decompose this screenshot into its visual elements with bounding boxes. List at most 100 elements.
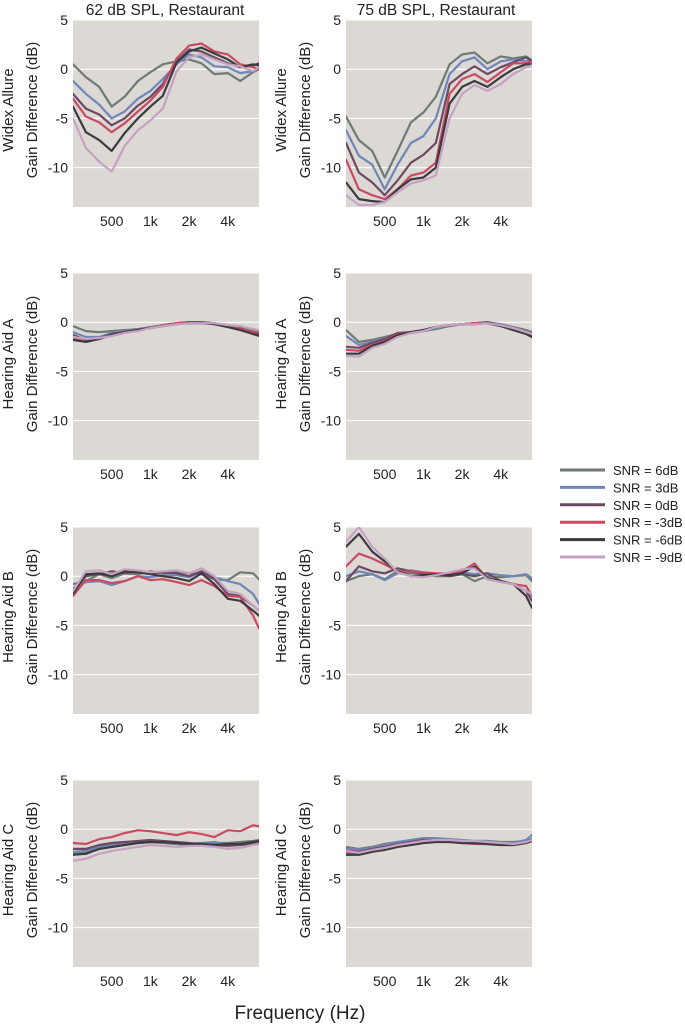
- y-tick-label: 0: [333, 314, 341, 330]
- x-tick-label: 2k: [182, 213, 198, 229]
- series-line--6db: [73, 839, 259, 856]
- x-tick-label: 2k: [182, 720, 198, 736]
- series-line--6db: [73, 570, 259, 617]
- legend-label: SNR = -6dB: [613, 533, 683, 548]
- panel-hearing-aid-c-75db: 5 0 -5 -10 500 1k 2k 4k: [321, 772, 532, 989]
- series-lines: [346, 527, 532, 609]
- y-tick-label: 5: [60, 772, 68, 788]
- x-tick-label: 1k: [143, 720, 159, 736]
- y-tick-label: 5: [333, 519, 341, 535]
- x-tick-label: 2k: [455, 720, 471, 736]
- column-titles: 62 dB SPL, Restaurant 75 dB SPL, Restaur…: [86, 2, 516, 19]
- series-line--9db: [346, 527, 532, 596]
- x-tick-label: 2k: [182, 973, 198, 989]
- series-line--3db: [346, 60, 532, 201]
- x-tick-label: 500: [373, 213, 397, 229]
- x-tick-label: 1k: [416, 213, 432, 229]
- row-label-device: Widex Allure: [0, 68, 17, 151]
- plot-area: [346, 20, 532, 207]
- row-label-aid-b: Hearing Aid B Gain Difference (dB): [0, 549, 41, 685]
- row-label-device: Hearing Aid A: [273, 319, 290, 410]
- plot-area: [346, 273, 532, 460]
- legend-label: SNR = 3dB: [613, 480, 678, 495]
- row-label-unit: Gain Difference (dB): [297, 296, 314, 432]
- y-tick-label: -10: [48, 667, 68, 683]
- x-tick-label: 2k: [182, 466, 198, 482]
- x-tick-label: 1k: [416, 720, 432, 736]
- series-line--6db: [73, 46, 259, 152]
- y-tick-label: 5: [333, 12, 341, 28]
- series-line-6db: [346, 51, 532, 179]
- row-label-device: Hearing Aid B: [0, 571, 17, 663]
- series-line--9db: [346, 64, 532, 207]
- row-label-unit: Gain Difference (dB): [297, 802, 314, 938]
- x-tick-label: 1k: [143, 973, 159, 989]
- x-tick-label: 500: [373, 973, 397, 989]
- series-line--3db: [73, 824, 259, 846]
- legend: SNR = 6dB SNR = 3dB SNR = 0dB SNR = -3dB SNR…: [560, 463, 683, 565]
- series-lines: [73, 567, 259, 630]
- x-tick-label: 4k: [220, 720, 236, 736]
- x-tick-label: 4k: [220, 973, 236, 989]
- legend-item: SNR = 6dB: [560, 463, 678, 478]
- row-label-device: Widex Allure: [273, 68, 290, 151]
- y-tick-label: -10: [321, 920, 341, 936]
- legend-label: SNR = 6dB: [613, 463, 678, 478]
- row-label-widex-right: Widex Allure Gain Difference (dB): [273, 42, 314, 178]
- x-tick-label: 500: [100, 213, 124, 229]
- y-tick-label: 0: [60, 821, 68, 837]
- y-tick-label: 0: [333, 568, 341, 584]
- plot-area: [346, 780, 532, 967]
- y-tick-label: 0: [333, 61, 341, 77]
- y-tick-label: 5: [333, 265, 341, 281]
- y-tick-label: 0: [333, 821, 341, 837]
- series-line-0db: [346, 56, 532, 197]
- y-tick-label: -5: [56, 363, 69, 379]
- y-tick-label: -5: [329, 870, 342, 886]
- column-title-1: 62 dB SPL, Restaurant: [86, 2, 245, 19]
- series-lines: [346, 51, 532, 207]
- panel-hearing-aid-b-62db: 5 0 -5 -10 500 1k 2k 4k: [48, 519, 259, 736]
- row-label-aid-b-right: Hearing Aid B Gain Difference (dB): [273, 549, 314, 685]
- panel-hearing-aid-b-75db: 5 0 -5 -10 500 1k 2k 4k: [321, 519, 532, 736]
- row-label-device: Hearing Aid B: [273, 571, 290, 663]
- x-tick-label: 4k: [493, 973, 509, 989]
- x-tick-label: 4k: [493, 720, 509, 736]
- x-tick-label: 4k: [493, 466, 509, 482]
- x-tick-label: 4k: [220, 466, 236, 482]
- row-label-widex: Widex Allure Gain Difference (dB): [0, 42, 41, 178]
- x-axis-label: Frequency (Hz): [235, 1003, 366, 1024]
- x-tick-label: 1k: [416, 466, 432, 482]
- row-label-aid-a: Hearing Aid A Gain Difference (dB): [0, 296, 41, 432]
- y-tick-label: 5: [60, 12, 68, 28]
- series-line--9db: [346, 838, 532, 854]
- y-tick-label: 5: [60, 519, 68, 535]
- row-label-unit: Gain Difference (dB): [24, 802, 41, 938]
- series-line--3db: [73, 42, 259, 134]
- series-line-3db: [346, 56, 532, 191]
- y-tick-label: -10: [48, 413, 68, 429]
- panel-widex-allure-62db: 5 0 -5 -10 500 1k 2k 4k: [48, 12, 259, 229]
- series-lines: [73, 824, 259, 862]
- panel-hearing-aid-c-62db: 5 0 -5 -10 500 1k 2k 4k: [48, 772, 259, 989]
- y-tick-label: 0: [60, 61, 68, 77]
- series-lines: [73, 321, 259, 343]
- y-tick-label: -5: [56, 870, 69, 886]
- legend-label: SNR = -9dB: [613, 550, 683, 565]
- y-tick-label: 5: [333, 772, 341, 788]
- series-line--3db: [73, 575, 259, 630]
- row-label-device: Hearing Aid C: [0, 824, 17, 917]
- plot-area: [73, 273, 259, 460]
- series-line-6db: [73, 58, 259, 108]
- x-tick-label: 1k: [143, 213, 159, 229]
- series-lines: [73, 42, 259, 173]
- plot-area: [346, 527, 532, 714]
- legend-label: SNR = 0dB: [613, 498, 678, 513]
- legend-item: SNR = -3dB: [560, 515, 683, 530]
- y-tick-label: -5: [56, 110, 69, 126]
- row-label-unit: Gain Difference (dB): [297, 42, 314, 178]
- x-tick-label: 4k: [220, 213, 236, 229]
- series-lines: [346, 833, 532, 856]
- x-tick-label: 2k: [455, 973, 471, 989]
